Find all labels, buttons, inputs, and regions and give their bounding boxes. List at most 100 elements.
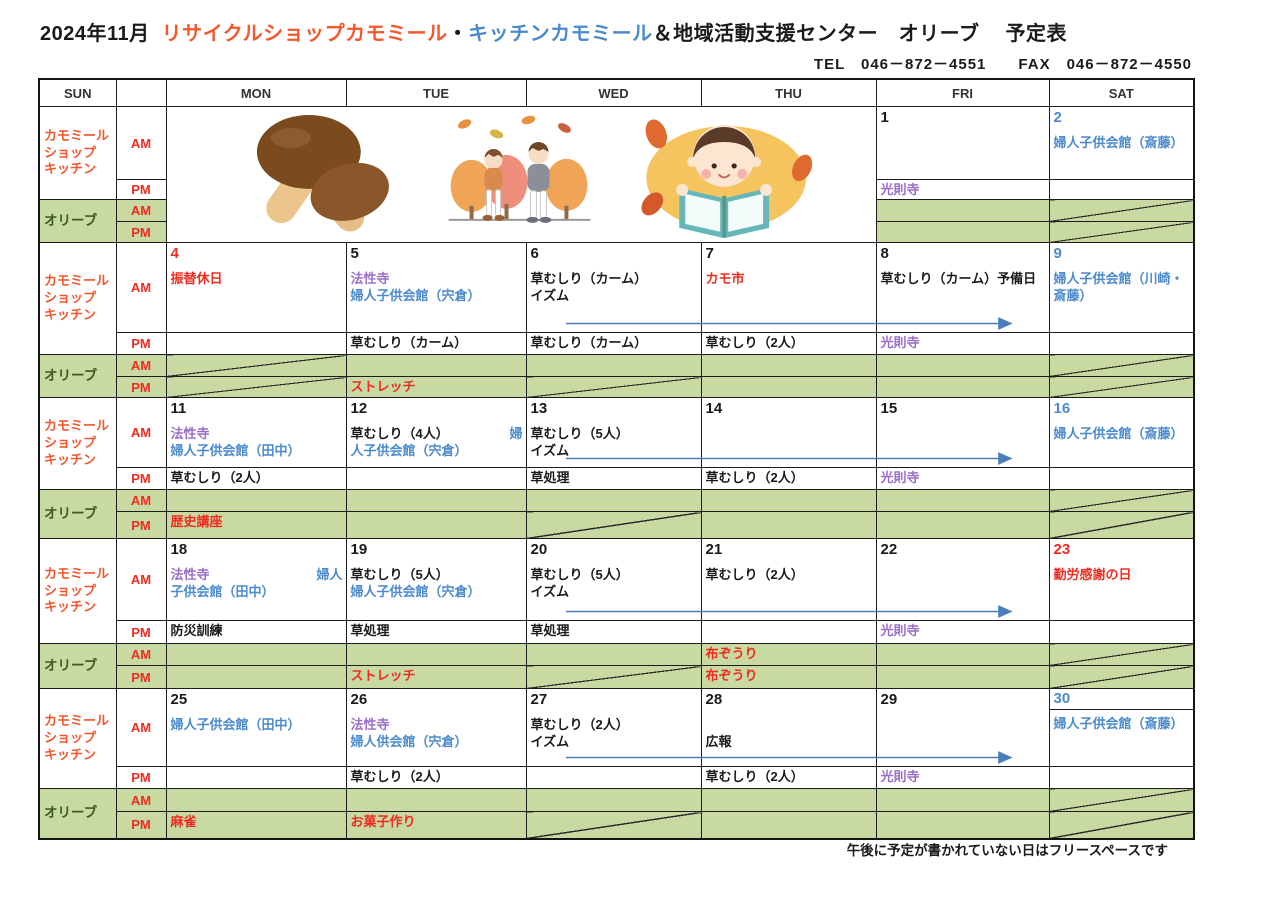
chamomile-label-line: カモミール: [44, 273, 110, 289]
date-number: 28: [705, 691, 723, 708]
day-1-am-cell: 1: [875, 106, 1050, 180]
day-30-olive-pm-cell: [1048, 811, 1195, 839]
event-text: 婦人子供会館（田中）: [170, 717, 301, 733]
event-text: 草処理: [350, 623, 390, 638]
event-line: 婦人子供会館（田中）: [167, 716, 345, 733]
event-text: 勤労感謝の日: [1053, 567, 1132, 583]
day-22-olive-am-cell: [875, 643, 1050, 666]
am-label-cell: AM: [115, 199, 167, 222]
pm-label-cell: PM: [115, 179, 167, 200]
olive-row-label: オリーブ: [38, 354, 117, 398]
event-line: 婦人子供会館（斎藤）: [1050, 715, 1193, 732]
day-22-olive-pm-cell: [875, 665, 1050, 689]
event-line: 広報: [702, 733, 875, 750]
event-text: 草むしり（2人）: [705, 335, 804, 350]
day-6-pm-cell: 草むしり（カーム）: [525, 332, 702, 355]
event-line: 草むしり（5人）: [347, 566, 525, 583]
day-14-olive-am-cell: [700, 489, 877, 512]
day-27-am-cell: 27 草むしり（2人） イズム: [525, 688, 702, 767]
day-28-am-cell: 28 広報: [700, 688, 877, 767]
title-kitchen: キッチンカモミール: [468, 23, 653, 45]
day-5-olive-am-cell: [345, 354, 527, 377]
date-number: 29: [880, 691, 898, 708]
date-number: 25: [170, 691, 188, 708]
day-28-olive-am-cell: [700, 788, 877, 812]
day-28-olive-pm-cell: [700, 811, 877, 839]
day-11-am-cell: 11 法性寺 婦人子供会館（田中）: [165, 397, 347, 468]
day-20-pm-cell: 草処理: [525, 620, 702, 644]
weekday-header-row: SUN MON TUE WED THU FRI SAT: [38, 78, 1195, 107]
date-number: 8: [880, 245, 889, 262]
autumn-walk-illustration: [448, 115, 590, 223]
day-29-olive-am-cell: [875, 788, 1050, 812]
olive-row-label: オリーブ: [38, 788, 117, 839]
event-line: 草むしり（カーム）予備日: [877, 270, 1048, 287]
olive-event-text: ストレッチ: [350, 379, 416, 394]
header-sat: SAT: [1048, 78, 1195, 107]
event-text: 婦人子供会館（斎藤）: [1053, 135, 1184, 151]
week-2-olive-pm-row: PM ストレッチ: [39, 376, 1195, 398]
chamomile-label-line: キッチン: [44, 306, 97, 322]
day-16-pm-cell: [1048, 467, 1195, 490]
day-20-am-cell: 20 草むしり（5人） イズム: [525, 538, 702, 621]
olive-event-text: ストレッチ: [350, 668, 416, 683]
event-line: 勤労感謝の日: [1050, 566, 1193, 583]
chamomile-label-line: カモミール: [44, 418, 110, 434]
chamomile-row-label: カモミール ショップ キッチン: [38, 397, 117, 490]
week-3-pm-row: PM 草むしり（2人） 草処理 草むしり（2人） 光則寺: [39, 467, 1195, 490]
event-text: イズム: [530, 584, 570, 600]
date-number: 2: [1053, 109, 1062, 126]
mushrooms-illustration: [256, 114, 389, 232]
event-text: 草むしり（2人）: [170, 470, 269, 485]
event-text: 草むしり（カーム）: [350, 335, 468, 350]
date-number: 6: [530, 245, 539, 262]
date-number: 20: [530, 541, 548, 558]
olive-event-text: お菓子作り: [350, 814, 416, 829]
event-text: 光則寺: [880, 623, 920, 638]
day-1-olive-am-cell: [875, 199, 1050, 222]
day-21-pm-cell: [700, 620, 877, 644]
date-number: 18: [170, 541, 188, 558]
date-number: 13: [530, 400, 548, 417]
event-line: 婦人供会館（宍倉）: [347, 733, 525, 750]
event-line: 草むしり（4人） 婦: [347, 425, 525, 442]
event-line: 草むしり（2人）: [527, 716, 700, 733]
date-number: 23: [1053, 541, 1071, 558]
day-15-pm-cell: 光則寺: [875, 467, 1050, 490]
event-text: 法性寺: [350, 271, 390, 287]
event-text: 草むしり（2人）: [705, 769, 804, 784]
child-reading-illustration: [640, 119, 812, 238]
day-6-am-cell: 6 草むしり（カーム） イズム: [525, 242, 702, 333]
am-label-cell: AM: [115, 643, 167, 666]
week-2-olive-am-row: オリーブ AM: [38, 354, 1195, 398]
day-15-olive-pm-cell: [875, 511, 1050, 539]
pm-label-cell: PM: [115, 467, 167, 490]
day-4-am-cell: 4 振替休日: [165, 242, 347, 333]
day-8-olive-pm-cell: [875, 376, 1050, 398]
day-23-olive-am-cell: [1048, 643, 1195, 666]
event-text: 光則寺: [880, 470, 920, 485]
day-14-pm-cell: 草むしり（2人）: [700, 467, 877, 490]
event-text: 草むしり（5人）: [530, 426, 629, 442]
header-fri: FRI: [875, 78, 1050, 107]
day-11-olive-pm-cell: 歴史講座: [165, 511, 347, 539]
day-21-am-cell: 21 草むしり（2人）: [700, 538, 877, 621]
day-12-olive-am-cell: [345, 489, 527, 512]
day-11-pm-cell: 草むしり（2人）: [165, 467, 347, 490]
day-8-am-cell: 8 草むしり（カーム）予備日: [875, 242, 1050, 333]
title-separator: ・: [447, 23, 469, 45]
day-5-pm-cell: 草むしり（カーム）: [345, 332, 527, 355]
date-number: 27: [530, 691, 548, 708]
day-15-olive-am-cell: [875, 489, 1050, 512]
chamomile-label-line: ショップ: [44, 435, 97, 451]
day-1-pm-cell: 光則寺: [875, 179, 1050, 200]
day-20-olive-pm-cell: [525, 665, 702, 689]
day-26-olive-am-cell: [345, 788, 527, 812]
event-text: 草むしり（カーム）: [530, 335, 648, 350]
day-19-pm-cell: 草処理: [345, 620, 527, 644]
week1-illustration-cell: [165, 106, 877, 243]
day-26-am-cell: 26 法性寺 婦人供会館（宍倉）: [345, 688, 527, 767]
event-text: 婦人子供会館（田中）: [170, 443, 301, 459]
day-29-olive-pm-cell: [875, 811, 1050, 839]
pm-label-cell: PM: [115, 511, 167, 539]
